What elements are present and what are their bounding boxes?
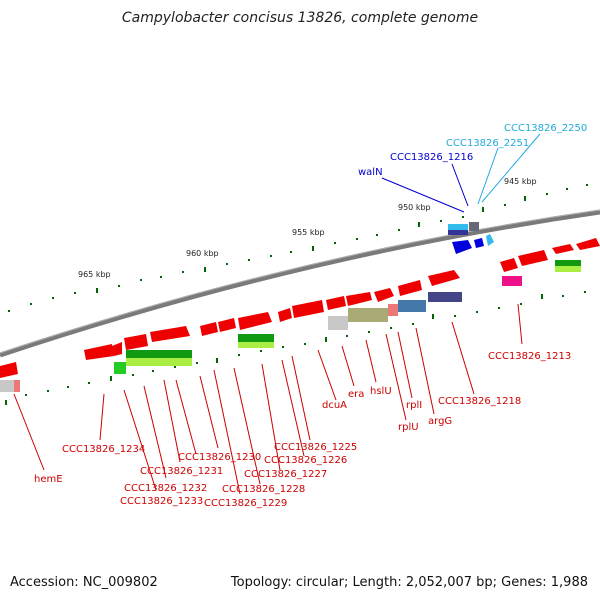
gene-arrow [374, 288, 394, 302]
gene-label-ccc1226: CCC13826_1226 [264, 455, 347, 466]
connector-ccc2250 [481, 133, 541, 203]
gene-block-salmon [14, 380, 20, 392]
gene-label-ccc1233: CCC13826_1233 [120, 496, 203, 507]
forward-genes [0, 222, 600, 378]
gene-label-ccc1230: CCC13826_1230 [178, 452, 261, 463]
gene-arrow [84, 344, 114, 360]
scale-label-965: 965 kbp [78, 270, 111, 279]
gene-block-lightgreen [238, 342, 274, 348]
gene-block-lightgreen [555, 266, 581, 272]
gene-label-dcuA: dcuA [322, 400, 347, 411]
gene-label-ccc1229: CCC13826_1229 [204, 498, 287, 509]
scale-label-945: 945 kbp [504, 177, 537, 186]
gene-arrow [150, 326, 190, 342]
scale-label-950: 950 kbp [398, 203, 431, 212]
gene-label-rplU: rplU [398, 422, 419, 433]
genome-backbone-highlight [0, 209, 600, 354]
gene-block-pink [502, 276, 522, 286]
gene-block-olive [348, 308, 388, 322]
gene-arrow [552, 244, 574, 254]
gene-block-green [555, 260, 581, 266]
gene-label-ccc2251: CCC13826_2251 [446, 138, 529, 149]
gene-arrow [0, 362, 18, 378]
accession-text: Accession: NC_009802 [10, 575, 158, 590]
gene-arrow [398, 280, 422, 296]
gene-label-ccc1216: CCC13826_1216 [390, 152, 473, 163]
outer-scale-dots [8, 184, 588, 312]
connector-walN [381, 177, 465, 213]
gene-block-green [126, 350, 192, 358]
inner-scale-dots [5, 291, 586, 405]
gene-arrow [218, 318, 236, 332]
gene-block-lightgrey [328, 316, 348, 330]
gene-label-rplI: rplI [406, 400, 422, 411]
gene-label-hemE: hemE [34, 474, 63, 485]
gene-arrow [112, 342, 122, 356]
map-title: Campylobacter concisus 13826, complete g… [121, 10, 479, 26]
gene-label-ccc1228: CCC13826_1228 [222, 484, 305, 495]
gene-arrow [292, 300, 324, 318]
gene-label-ccc1231: CCC13826_1231 [140, 466, 223, 477]
gene-arrow [326, 296, 346, 310]
gene-arrow [576, 238, 600, 250]
gene-block-purple [428, 292, 462, 302]
gene-arrow [200, 322, 218, 336]
label-connectors-red [13, 303, 523, 495]
gene-arrow [428, 270, 460, 286]
reverse-genes [0, 260, 581, 392]
topology-text: Topology: circular; Length: 2,052,007 bp… [230, 575, 588, 590]
gene-label-ccc1234: CCC13826_1234 [62, 444, 145, 455]
gene-label-walN: walN [358, 167, 383, 178]
connector-ccc1216 [451, 163, 469, 207]
gene-block-steel [398, 300, 426, 312]
gene-arrow [518, 250, 548, 266]
gene-label-hslU: hslU [370, 386, 392, 397]
gene-label-ccc1232: CCC13826_1232 [124, 483, 207, 494]
gene-arrow [346, 292, 372, 306]
gene-block-lightgreen [126, 358, 192, 366]
gene-label-ccc1227: CCC13826_1227 [244, 469, 327, 480]
gene-arrow-cyan [486, 234, 494, 246]
gene-block-green [238, 334, 274, 342]
genome-backbone [0, 209, 600, 358]
gene-arrow [500, 258, 518, 272]
gene-label-ccc1218: CCC13826_1218 [438, 396, 521, 407]
gene-label-ccc1225: CCC13826_1225 [274, 442, 357, 453]
scale-label-955: 955 kbp [292, 228, 325, 237]
scale-label-960: 960 kbp [186, 249, 219, 258]
gene-block-navy [448, 230, 468, 235]
gene-block-salmon [388, 304, 398, 316]
gene-arrow [124, 334, 148, 350]
gene-block-green [114, 362, 126, 374]
gene-arrow [278, 308, 292, 322]
gene-block-cyan [448, 224, 468, 230]
gene-label-ccc2250: CCC13826_2250 [504, 123, 587, 134]
connector-ccc2251 [477, 147, 499, 205]
gene-label-argG: argG [428, 416, 452, 427]
gene-block-lightgrey [0, 380, 14, 392]
gene-label-era: era [348, 389, 364, 400]
gene-arrow [238, 312, 272, 330]
gene-arrow-blue [452, 240, 472, 254]
gene-arrow-blue [474, 238, 484, 248]
gene-block-grey [469, 222, 479, 231]
gene-label-ccc1213: CCC13826_1213 [488, 351, 571, 362]
